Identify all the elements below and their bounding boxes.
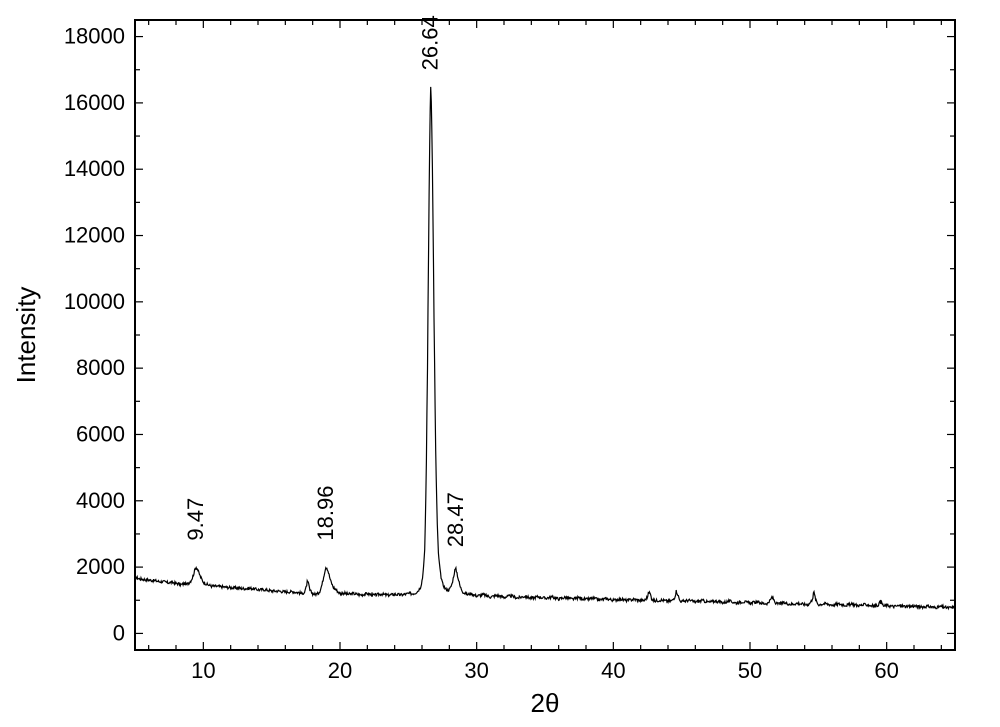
peak-label: 26.64	[418, 15, 443, 70]
y-tick-label: 16000	[64, 90, 125, 115]
xrd-trace	[135, 87, 955, 609]
xrd-chart: 10 20 30 40 50 60 2θ 0 2000 4000 6000 8000 10000 1200…	[0, 0, 1000, 727]
chart-svg: 10 20 30 40 50 60 2θ 0 2000 4000 6000 8000 10000 1200…	[0, 0, 1000, 727]
peak-label: 9.47	[183, 498, 208, 541]
y-tick-label: 6000	[76, 421, 125, 446]
x-tick-label: 50	[738, 658, 762, 683]
y-tick-label: 8000	[76, 355, 125, 380]
y-tick-label: 2000	[76, 554, 125, 579]
y-tick-label: 18000	[64, 24, 125, 49]
peak-label: 18.96	[313, 486, 338, 541]
x-tick-label: 40	[601, 658, 625, 683]
y-tick-label: 14000	[64, 156, 125, 181]
y-tick-label: 10000	[64, 289, 125, 314]
y-axis-label: Intensity	[11, 287, 41, 384]
y-tick-label: 4000	[76, 488, 125, 513]
x-tick-label: 10	[191, 658, 215, 683]
y-tick-label: 0	[113, 620, 125, 645]
x-tick-label: 30	[464, 658, 488, 683]
x-tick-label: 20	[328, 658, 352, 683]
y-tick-label: 12000	[64, 223, 125, 248]
plot-border	[135, 20, 955, 650]
peak-label: 28.47	[443, 492, 468, 547]
x-axis-label: 2θ	[531, 688, 560, 718]
x-tick-label: 60	[874, 658, 898, 683]
